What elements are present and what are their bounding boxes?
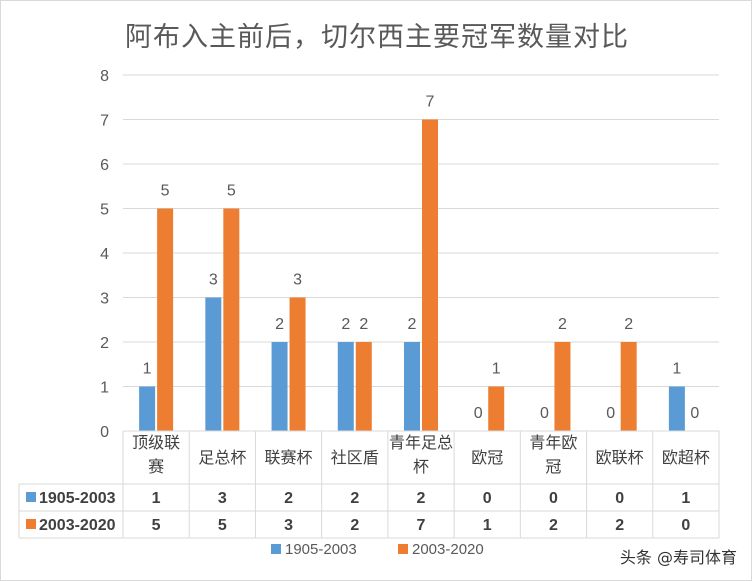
table-cell: 1 bbox=[152, 490, 161, 507]
y-tick-label: 3 bbox=[100, 291, 109, 308]
data-label: 0 bbox=[474, 405, 483, 422]
bar-1905-2003 bbox=[668, 386, 685, 431]
table-cell: 3 bbox=[218, 490, 227, 507]
y-tick-label: 2 bbox=[100, 335, 109, 352]
x-category-label: 足总杯 bbox=[198, 448, 246, 467]
y-tick-label: 8 bbox=[100, 68, 109, 85]
bar-1905-2003 bbox=[205, 297, 222, 431]
bar-1905-2003 bbox=[271, 342, 288, 431]
legend-label: 1905-2003 bbox=[285, 541, 357, 558]
bar-1905-2003 bbox=[404, 342, 420, 431]
y-tick-label: 4 bbox=[100, 246, 109, 263]
bar-2003-2020 bbox=[488, 386, 505, 431]
data-label: 0 bbox=[690, 405, 699, 422]
table-series-label: 1905-2003 bbox=[39, 490, 116, 507]
table-series-label: 2003-2020 bbox=[39, 517, 116, 534]
y-tick-label: 6 bbox=[100, 157, 109, 174]
bar-2003-2020 bbox=[554, 342, 571, 431]
table-cell: 0 bbox=[615, 490, 624, 507]
data-label: 1 bbox=[492, 361, 501, 378]
legend-label: 2003-2020 bbox=[412, 541, 484, 558]
bar-2003-2020 bbox=[620, 342, 637, 431]
table-cell: 5 bbox=[218, 517, 227, 534]
data-label: 5 bbox=[161, 183, 170, 200]
legend-key bbox=[26, 492, 36, 502]
x-category-label: 欧超杯 bbox=[662, 448, 710, 467]
table-cell: 3 bbox=[284, 517, 293, 534]
data-label: 0 bbox=[540, 405, 549, 422]
table-cell: 1 bbox=[681, 490, 690, 507]
table-cell: 0 bbox=[549, 490, 558, 507]
data-label: 1 bbox=[143, 361, 152, 378]
y-tick-label: 7 bbox=[100, 113, 109, 130]
bar-1905-2003 bbox=[337, 342, 354, 431]
bar-1905-2003 bbox=[139, 386, 156, 431]
table-cell: 2 bbox=[417, 490, 426, 507]
data-label: 2 bbox=[341, 316, 350, 333]
table-cell: 0 bbox=[483, 490, 492, 507]
data-label: 7 bbox=[426, 94, 435, 111]
x-category-label: 欧联杯 bbox=[596, 448, 644, 467]
y-tick-label: 0 bbox=[100, 424, 109, 441]
x-category-label: 顶级联赛 bbox=[132, 433, 180, 476]
x-category-label: 社区盾 bbox=[331, 448, 379, 467]
table-cell: 2 bbox=[284, 490, 293, 507]
data-label: 2 bbox=[624, 316, 633, 333]
data-label: 2 bbox=[558, 316, 567, 333]
bar-2003-2020 bbox=[223, 208, 240, 431]
data-label: 0 bbox=[606, 405, 615, 422]
table-cell: 0 bbox=[681, 517, 690, 534]
bar-2003-2020 bbox=[422, 119, 438, 431]
data-label: 3 bbox=[293, 272, 302, 289]
x-category-label: 青年足总杯 bbox=[389, 433, 453, 476]
data-label: 5 bbox=[227, 183, 236, 200]
table-cell: 7 bbox=[417, 517, 426, 534]
table-cell: 2 bbox=[350, 517, 359, 534]
data-label: 2 bbox=[359, 316, 368, 333]
legend-key bbox=[26, 519, 36, 529]
x-category-label: 青年欧冠 bbox=[529, 433, 577, 476]
data-label: 3 bbox=[209, 272, 218, 289]
x-category-label: 欧冠 bbox=[471, 448, 503, 467]
y-tick-label: 1 bbox=[100, 380, 109, 397]
bar-2003-2020 bbox=[157, 208, 174, 431]
watermark: 头条 @寿司体育 bbox=[619, 548, 737, 567]
y-tick-label: 5 bbox=[100, 202, 109, 219]
bar-2003-2020 bbox=[289, 297, 306, 431]
table-cell: 5 bbox=[152, 517, 161, 534]
table-cell: 2 bbox=[549, 517, 558, 534]
data-label: 2 bbox=[408, 316, 417, 333]
x-category-label: 联赛杯 bbox=[265, 448, 313, 467]
table-cell: 1 bbox=[483, 517, 492, 534]
bar-2003-2020 bbox=[355, 342, 372, 431]
table-cell: 2 bbox=[350, 490, 359, 507]
data-label: 2 bbox=[275, 316, 284, 333]
chart-title: 阿布入主前后，切尔西主要冠军数量对比 bbox=[125, 22, 629, 53]
data-label: 1 bbox=[672, 361, 681, 378]
legend-marker bbox=[398, 544, 408, 554]
table-cell: 2 bbox=[615, 517, 624, 534]
legend-marker bbox=[271, 544, 281, 554]
